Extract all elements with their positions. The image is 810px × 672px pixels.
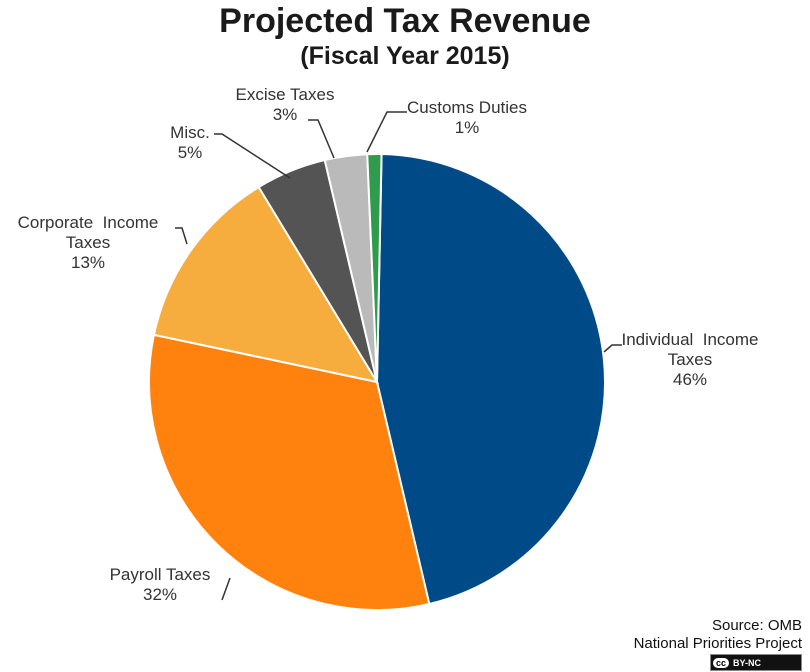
leader-line [308,119,335,159]
leader-line [214,133,291,179]
publisher-label: National Priorities Project [633,635,802,652]
leader-line [366,111,407,153]
license-badge: cc BY-NC [710,654,802,671]
pie-slice-corporate-income-taxes [152,185,380,384]
data-label-name: Taxes [668,350,712,369]
data-label-percent: 1% [455,118,480,137]
source-label: Source: OMB [711,617,802,634]
leader-line [603,344,622,353]
data-label-name: Payroll Taxes [110,565,211,584]
pie-slice-customs-duties [366,153,383,383]
leader-line [175,227,188,245]
data-label-name: Corporate Income [18,213,159,232]
data-label-name: Taxes [66,233,110,252]
data-label-percent: 32% [143,585,177,604]
pie-slice-payroll-taxes [148,333,431,611]
data-label-percent: 46% [673,370,707,389]
cc-icon: cc [713,657,730,668]
data-label-percent: 13% [71,253,105,272]
data-label-name: Customs Duties [407,98,527,117]
license-text: BY-NC [733,657,762,668]
leader-line [221,577,231,601]
chart-subtitle: (Fiscal Year 2015) [300,42,510,70]
data-label-name: Misc. [170,123,210,142]
data-label-name: Excise Taxes [236,85,335,104]
pie-slice-individual-income-taxes [375,153,606,606]
data-label-percent: 5% [178,143,203,162]
chart-title: Projected Tax Revenue [219,2,591,40]
data-label-percent: 3% [273,105,298,124]
data-label-name: Individual Income [621,330,758,349]
